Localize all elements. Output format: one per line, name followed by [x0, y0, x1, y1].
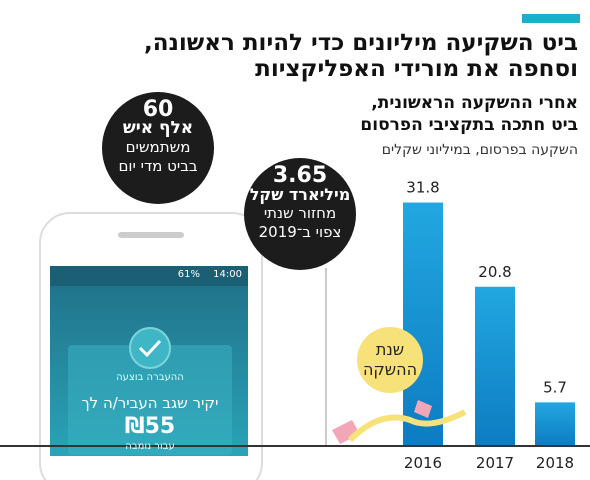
check-icon — [138, 339, 162, 358]
subtitle-line: אחרי ההשקעה הראשונית, — [371, 93, 578, 113]
title-line: ביט השקיעה מיליונים כדי להיות ראשונה, — [143, 30, 578, 56]
ribbon — [332, 420, 360, 444]
value-label: 20.8 — [478, 263, 511, 281]
ribbon — [347, 409, 467, 443]
x-tick-label: 2016 — [404, 454, 442, 472]
bar — [475, 286, 515, 446]
turnover-circle — [244, 158, 356, 270]
callout-number: 60 — [142, 97, 174, 122]
status-battery: 61% — [177, 269, 200, 280]
bar — [535, 402, 575, 446]
transfer-status: ההעברה בוצעה — [116, 372, 184, 383]
launch-text: שנת — [375, 340, 405, 359]
x-tick-label: 2017 — [476, 454, 514, 472]
launch-label: שנת ההשקה — [357, 340, 423, 380]
transfer-message: יקיר שגב העביר/ה לך — [81, 394, 219, 412]
callout-unit: אלף איש — [122, 118, 194, 138]
callout-number: 3.65 — [272, 163, 328, 188]
value-label: 31.8 — [406, 179, 439, 197]
accent-bar — [522, 14, 580, 23]
title-line: וסחפה את מורידי האפליקציות — [255, 56, 578, 82]
turnover-callout: 3.65 מיליארד שקל מחזור שנתי צפוי ב־2019 — [244, 163, 356, 242]
ribbon — [414, 400, 432, 418]
callout-text: מחזור שנתי — [263, 204, 337, 222]
value-label: 5.7 — [543, 378, 567, 396]
subtitle: אחרי ההשקעה הראשונית, ביט חתכה בתקציבי ה… — [360, 92, 578, 136]
callout-unit: מיליארד שקל — [249, 185, 351, 204]
phone-speaker — [118, 232, 184, 238]
subtitle-line: ביט חתכה בתקציבי הפרסום — [360, 115, 578, 135]
launch-badge — [357, 327, 423, 393]
callout-text: צפוי ב־2019 — [258, 223, 342, 241]
users-circle — [102, 92, 214, 204]
status-bar — [50, 266, 248, 286]
transfer-amount: ₪55 — [124, 414, 176, 439]
launch-text: ההשקה — [362, 360, 418, 379]
title: ביט השקיעה מיליונים כדי להיות ראשונה, וס… — [144, 30, 578, 82]
callout-text: בביט מדי יום — [118, 157, 198, 175]
status-time: 14:00 — [213, 269, 242, 280]
transfer-card — [68, 345, 232, 455]
callout-text: משתמשים — [125, 138, 191, 156]
axis-label: השקעה בפרסום, במיליוני שקלים — [381, 142, 578, 158]
x-tick-label: 2018 — [536, 454, 574, 472]
check-circle — [129, 327, 171, 369]
transfer-note: עבור נומבה — [125, 441, 175, 452]
users-callout: 60 אלף איש משתמשים בביט מדי יום — [102, 97, 214, 176]
